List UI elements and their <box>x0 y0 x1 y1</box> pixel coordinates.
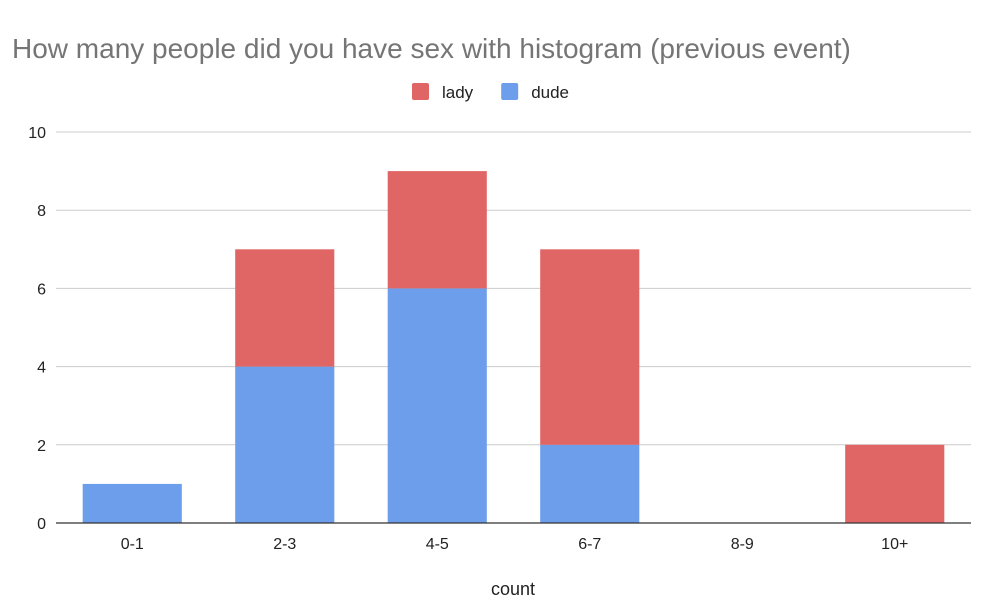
x-tick-label: 10+ <box>881 536 908 553</box>
x-tick-label: 4-5 <box>426 536 449 553</box>
bar-lady-2-3 <box>235 249 335 367</box>
y-tick-label: 8 <box>37 203 46 220</box>
x-tick-label: 8-9 <box>731 536 754 553</box>
y-tick-label: 0 <box>37 516 46 533</box>
axes: 0 2 4 6 8 10 0-1 2-3 4-5 6-7 8-9 10+ <box>28 125 971 553</box>
bar-dude-0-1 <box>82 483 182 523</box>
bar-lady-4-5 <box>387 171 487 289</box>
y-tick-label: 6 <box>37 281 46 298</box>
legend-swatch-lady <box>412 83 429 100</box>
legend-label-lady: lady <box>442 83 474 102</box>
legend: lady dude <box>412 83 569 102</box>
bar-dude-6-7 <box>540 444 640 523</box>
chart-title: How many people did you have sex with hi… <box>12 33 851 64</box>
bar-lady-10+ <box>845 444 945 523</box>
bar-dude-4-5 <box>387 288 487 523</box>
x-tick-label: 6-7 <box>578 536 601 553</box>
gridlines <box>56 131 971 446</box>
x-tick-label: 0-1 <box>121 536 144 553</box>
y-tick-label: 2 <box>37 438 46 455</box>
x-tick-label: 2-3 <box>273 536 296 553</box>
legend-swatch-dude <box>501 83 519 100</box>
legend-label-dude: dude <box>531 83 569 102</box>
x-axis-label: count <box>491 579 535 599</box>
bar-dude-2-3 <box>235 366 335 523</box>
y-tick-label: 10 <box>28 125 46 142</box>
bar-lady-6-7 <box>540 249 640 445</box>
y-tick-label: 4 <box>37 360 46 377</box>
bars <box>82 171 945 523</box>
